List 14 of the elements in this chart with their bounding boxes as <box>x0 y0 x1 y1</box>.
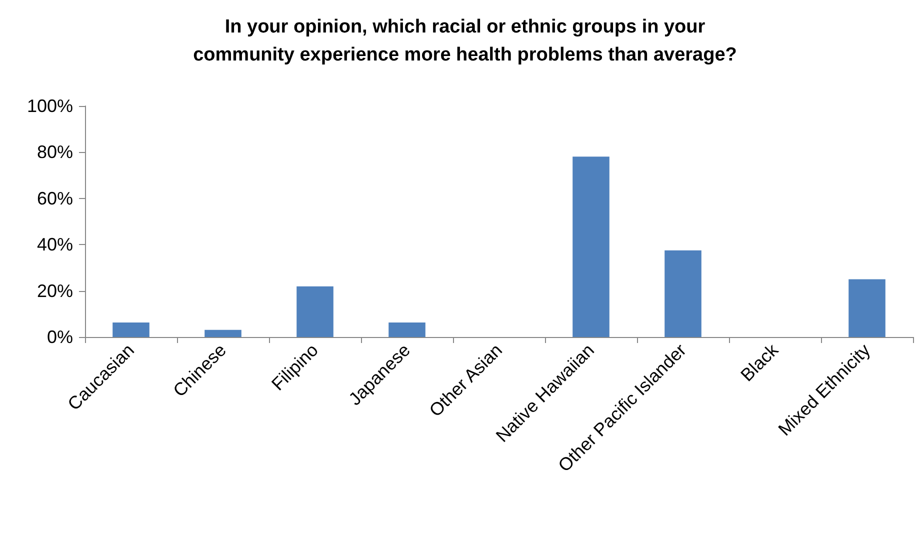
y-tick-label: 80% <box>36 142 73 162</box>
y-tick-label: 0% <box>46 327 73 347</box>
bar <box>848 279 886 337</box>
bar <box>296 286 334 337</box>
bar <box>112 322 150 337</box>
y-tick-label: 60% <box>36 188 73 208</box>
y-tick-label: 40% <box>36 234 73 255</box>
bar <box>204 330 242 337</box>
chart-title: In your opinion, which racial or ethnic groups in your community experience more health problems than average? <box>193 16 737 66</box>
bar <box>572 156 610 337</box>
y-tick-label: 100% <box>26 96 73 116</box>
bar <box>388 322 426 337</box>
y-tick-label: 20% <box>36 280 73 301</box>
bar <box>664 250 702 337</box>
